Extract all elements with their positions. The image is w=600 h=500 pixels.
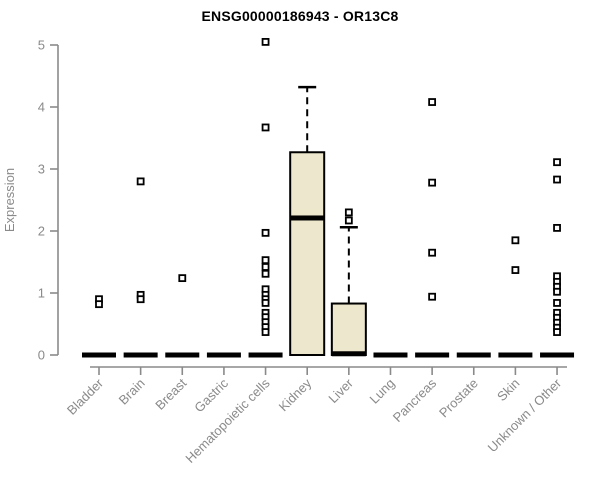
y-axis-title: Expression	[2, 168, 17, 232]
outlier-point	[553, 299, 561, 307]
x-axis-category-label: Lung	[367, 376, 398, 407]
outlier-point	[511, 266, 520, 274]
y-axis-tick-label: 1	[38, 286, 45, 301]
outlier-point	[344, 216, 353, 225]
outlier-point	[261, 299, 270, 307]
median-line	[540, 352, 575, 358]
median-line	[248, 352, 283, 358]
median-line	[82, 352, 116, 358]
median-line	[331, 351, 366, 357]
x-axis-category-label: Brain	[116, 376, 148, 408]
median-line	[290, 215, 325, 221]
outlier-point	[261, 328, 270, 336]
x-axis-category-label: Gastric	[191, 375, 231, 415]
median-line	[123, 352, 158, 358]
x-axis-category-label: Prostate	[436, 376, 481, 421]
median-line	[415, 352, 450, 358]
outlier-point	[95, 300, 103, 309]
outlier-point	[344, 208, 353, 217]
outlier-point	[553, 175, 561, 184]
median-line	[498, 352, 533, 358]
outlier-point	[553, 223, 561, 232]
median-line	[165, 352, 200, 358]
outlier-point	[511, 236, 520, 245]
outlier-point	[428, 98, 437, 106]
y-axis-tick-label: 4	[38, 100, 45, 115]
x-axis-category-label: Pancreas	[390, 375, 440, 425]
outlier-point	[136, 295, 145, 304]
median-line	[373, 352, 408, 358]
y-axis-tick-label: 0	[38, 348, 45, 363]
y-axis-tick-label: 2	[38, 224, 45, 239]
outlier-point	[261, 256, 270, 265]
outlier-point	[261, 269, 270, 278]
chart-title: ENSG00000186943 - OR13C8	[201, 8, 399, 24]
outlier-point	[428, 248, 437, 257]
x-axis-category-label: Bladder	[64, 375, 107, 418]
outlier-point	[553, 287, 561, 296]
outlier-point	[553, 158, 561, 167]
outlier-point	[261, 38, 270, 46]
outlier-point	[178, 274, 187, 283]
y-axis-tick-label: 5	[38, 38, 45, 53]
outlier-point	[261, 263, 270, 271]
outlier-point	[553, 328, 561, 336]
x-axis-category-label: Breast	[152, 375, 189, 412]
box-iqr	[289, 151, 326, 356]
outlier-point	[428, 292, 437, 301]
outlier-point	[261, 123, 270, 132]
y-axis-tick-label: 3	[38, 162, 45, 177]
outlier-point	[261, 228, 270, 237]
median-line	[456, 352, 491, 358]
x-axis-category-label: Unknown / Other	[485, 375, 565, 455]
outlier-point	[136, 177, 145, 186]
median-line	[206, 352, 241, 358]
outlier-point	[428, 178, 437, 187]
x-axis-category-label: Liver	[325, 375, 356, 406]
x-axis-category-label: Kidney	[276, 375, 315, 414]
x-axis-category-label: Skin	[494, 376, 522, 404]
box-iqr	[330, 302, 367, 357]
